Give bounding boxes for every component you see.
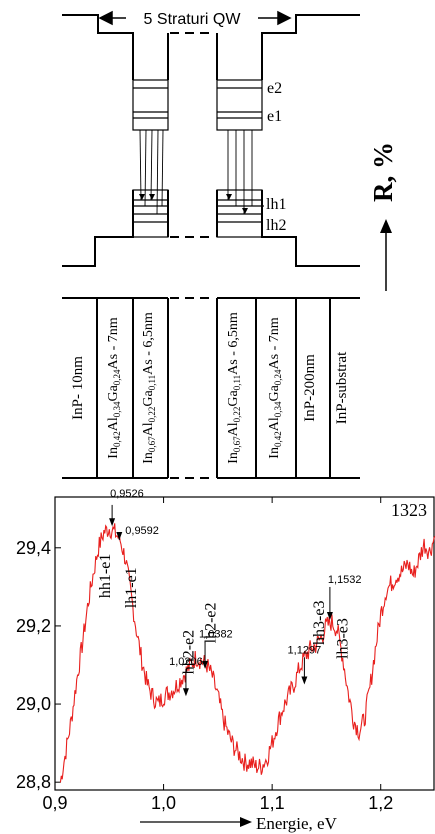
layer-label-l3: In0,67Al0,22Ga0,11As - 6,5nm <box>226 312 242 464</box>
level-e1: e1 <box>267 108 282 125</box>
peak-value-m10382: 1,0382 <box>199 629 233 641</box>
layer-label-inp10: InP- 10nm <box>70 356 86 420</box>
x-tick-label: 1,2 <box>368 793 393 813</box>
layer-stack <box>62 297 360 479</box>
y-tick-label: 28,8 <box>16 772 51 792</box>
down-arrow-icon <box>326 612 333 621</box>
transition-lines <box>139 129 253 215</box>
y-tick-label: 29,4 <box>16 538 51 558</box>
reflectance-chart: 0,9 1,0 1,1 1,2 28,8 29,0 29,2 29,4 1323 hh1-e1 lh… <box>16 488 435 833</box>
down-arrow-icon <box>202 660 209 669</box>
transition-label-hh2e2: hh2-e2 <box>181 630 198 674</box>
peak-value-m09526: 0,9526 <box>110 488 144 500</box>
spectrum-line <box>59 523 435 783</box>
y-tick-label: 29,2 <box>16 616 51 636</box>
level-lh2: lh2 <box>266 217 286 234</box>
arrow-right-icon <box>240 817 252 827</box>
conduction-band-right <box>261 14 360 80</box>
down-arrow-icon <box>301 676 308 685</box>
layer-label-subs: InP-substrat <box>334 351 350 424</box>
valence-band-left <box>62 190 134 267</box>
peak-value-m11532: 1,1532 <box>328 574 362 586</box>
arrow-up-icon <box>380 219 392 233</box>
peak-value-m09592: 0,9592 <box>125 525 159 537</box>
transition-label-hh1e1: hh1-e1 <box>97 554 114 598</box>
level-lh1: lh1 <box>266 196 286 213</box>
arrowhead-left-icon <box>98 10 113 26</box>
x-tick-label: 1,1 <box>260 793 285 813</box>
arrowhead-right-icon <box>277 10 292 26</box>
well-right-upper <box>216 79 263 131</box>
down-arrow-icon <box>182 688 189 697</box>
transition-label-lh2e2: lh2-e2 <box>202 602 219 643</box>
level-e2: e2 <box>267 80 282 97</box>
transition-label-hh3e3: hh3-e3 <box>311 601 328 645</box>
conduction-band-left <box>62 14 134 80</box>
well-wall-left-1 <box>132 33 169 237</box>
peak-value-m11297: 1,1297 <box>288 644 322 656</box>
down-arrow-icon <box>116 531 123 540</box>
down-arrow-icon <box>109 518 116 527</box>
peak-value-m10206: 1,0206 <box>169 656 203 668</box>
y-tick-label: 29,0 <box>16 694 51 714</box>
layer-label-l2: In0,67Al0,22Ga0,11As - 6,5nm <box>141 312 157 464</box>
layer-label-inp200: InP-200nm <box>302 354 318 422</box>
transition-label-lh3e3: lh3-e3 <box>335 618 352 659</box>
well-wall-right-1 <box>216 33 263 237</box>
x-tick-label: 0,9 <box>42 793 67 813</box>
qw-label: 5 Straturi QW <box>144 11 242 28</box>
axis-r-label: R, % <box>368 142 398 202</box>
x-tick-label: 1,0 <box>151 793 176 813</box>
transition-label-lh1e1: lh1-e1 <box>123 567 140 608</box>
sample-label: 1323 <box>391 500 427 520</box>
well-left-upper <box>132 79 169 131</box>
plot-frame <box>54 496 435 791</box>
x-axis-label: Energie, eV <box>256 814 338 833</box>
layer-label-l1: In0,42Al0,34Ga0,24As - 7nm <box>106 317 122 458</box>
layer-label-l4: In0,42Al0,34Ga0,24As - 7nm <box>267 317 283 458</box>
